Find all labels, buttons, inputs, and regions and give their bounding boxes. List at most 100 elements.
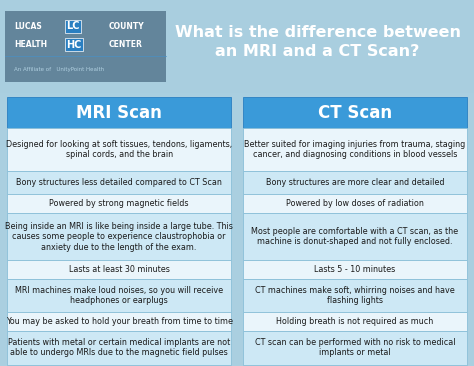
Bar [0, 31, 474, 32]
Text: HEALTH: HEALTH [14, 40, 47, 49]
Bar [0, 22, 474, 23]
Text: LUCAS: LUCAS [14, 22, 42, 31]
Bar [0, 55, 474, 56]
Bar [0, 83, 474, 84]
Bar [0, 76, 474, 78]
Bar [0, 70, 474, 71]
Bar [0, 69, 474, 70]
Bar [0, 30, 474, 31]
Bar [0, 7, 474, 8]
Bar [0, 42, 474, 43]
Bar [0, 67, 474, 68]
Bar [0, 28, 474, 29]
Bar [0, 79, 474, 80]
Bar [0, 53, 474, 54]
FancyBboxPatch shape [243, 213, 467, 260]
FancyBboxPatch shape [7, 171, 231, 194]
Bar [0, 40, 474, 41]
Bar [0, 71, 474, 72]
Bar [0, 37, 474, 38]
FancyBboxPatch shape [7, 97, 231, 128]
Text: COUNTY: COUNTY [109, 22, 145, 31]
Bar [0, 19, 474, 20]
Bar [0, 27, 474, 28]
FancyBboxPatch shape [243, 279, 467, 311]
FancyBboxPatch shape [7, 213, 231, 260]
Text: Bony structures less detailed compared to CT Scan: Bony structures less detailed compared t… [16, 178, 222, 187]
Bar [0, 3, 474, 4]
Bar [0, 86, 474, 87]
Bar [0, 57, 474, 58]
FancyBboxPatch shape [243, 171, 467, 194]
Bar [0, 63, 474, 64]
Text: Designed for looking at soft tissues, tendons, ligaments,
spinal cords, and the : Designed for looking at soft tissues, te… [6, 140, 232, 159]
Bar [0, 61, 474, 63]
FancyBboxPatch shape [7, 330, 231, 365]
Bar [0, 23, 474, 24]
Text: Patients with metal or certain medical implants are not
able to undergo MRIs due: Patients with metal or certain medical i… [8, 338, 230, 357]
Text: CT machines make soft, whirring noises and have
flashing lights: CT machines make soft, whirring noises a… [255, 286, 455, 305]
Bar [0, 58, 474, 59]
Bar [0, 80, 474, 81]
FancyBboxPatch shape [7, 128, 231, 171]
FancyBboxPatch shape [243, 311, 467, 330]
Bar [0, 8, 474, 9]
Bar [0, 24, 474, 25]
Bar [0, 81, 474, 82]
Bar [0, 11, 474, 12]
Bar [0, 48, 474, 49]
Bar [0, 47, 474, 48]
Text: What is the difference between
an MRI and a CT Scan?: What is the difference between an MRI an… [174, 25, 461, 59]
Text: CT scan can be performed with no risk to medical
implants or metal: CT scan can be performed with no risk to… [255, 338, 455, 357]
FancyBboxPatch shape [7, 279, 231, 311]
Bar [0, 16, 474, 17]
Bar [0, 34, 474, 36]
FancyBboxPatch shape [243, 260, 467, 279]
FancyBboxPatch shape [7, 311, 231, 330]
Bar [0, 75, 474, 76]
Bar [0, 59, 474, 60]
Text: Better suited for imaging injuries from trauma, staging
cancer, and diagnosing c: Better suited for imaging injuries from … [244, 140, 465, 159]
Bar [0, 54, 474, 55]
Bar [0, 85, 474, 86]
Bar [0, 14, 474, 15]
Text: Powered by low doses of radiation: Powered by low doses of radiation [286, 199, 424, 208]
Text: Most people are comfortable with a CT scan, as the
machine is donut-shaped and n: Most people are comfortable with a CT sc… [251, 227, 458, 246]
Text: Powered by strong magnetic fields: Powered by strong magnetic fields [49, 199, 189, 208]
Bar [0, 73, 474, 74]
Text: You may be asked to hold your breath from time to time: You may be asked to hold your breath fro… [6, 317, 233, 325]
FancyBboxPatch shape [7, 260, 231, 279]
Bar [0, 18, 474, 19]
Bar [0, 13, 474, 14]
Text: HC: HC [66, 40, 82, 50]
Bar [0, 29, 474, 30]
FancyBboxPatch shape [243, 194, 467, 213]
Bar [0, 52, 474, 53]
Bar [0, 5, 474, 7]
Bar [0, 15, 474, 16]
Bar [0, 68, 474, 69]
Bar [0, 51, 474, 52]
Bar [0, 39, 474, 40]
Bar [0, 56, 474, 57]
Bar [0, 49, 474, 51]
FancyBboxPatch shape [7, 194, 231, 213]
Text: CT Scan: CT Scan [318, 104, 392, 122]
Bar [0, 1, 474, 2]
Text: Lasts 5 - 10 minutes: Lasts 5 - 10 minutes [314, 265, 395, 274]
Text: CENTER: CENTER [109, 40, 143, 49]
Bar [0, 45, 474, 46]
Bar [0, 38, 474, 39]
Bar [0, 25, 474, 26]
Bar [0, 72, 474, 73]
Bar [0, 44, 474, 45]
Bar [0, 17, 474, 18]
Text: MRI Scan: MRI Scan [76, 104, 162, 122]
Bar [0, 89, 474, 90]
FancyBboxPatch shape [243, 97, 467, 128]
Bar [0, 66, 474, 67]
Bar [0, 90, 474, 92]
FancyBboxPatch shape [5, 11, 166, 82]
Bar [0, 26, 474, 27]
Text: LC: LC [66, 21, 80, 31]
